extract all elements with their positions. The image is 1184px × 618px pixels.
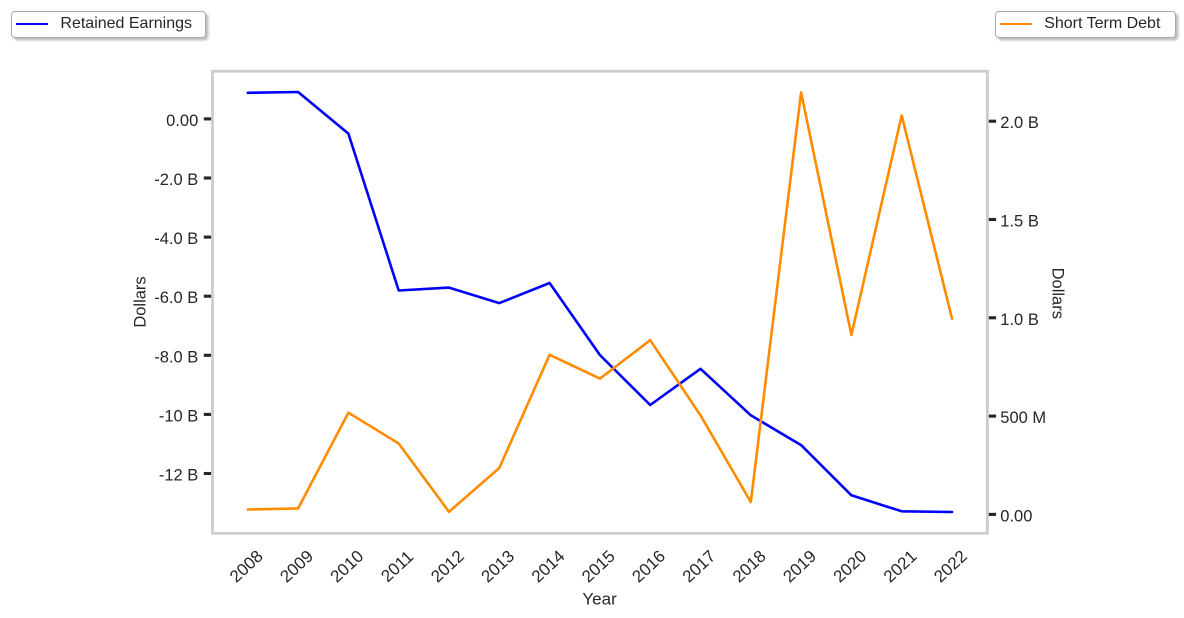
svg-text:2.0 B: 2.0 B xyxy=(1000,114,1039,132)
svg-text:2016: 2016 xyxy=(628,547,669,587)
svg-text:-10 B: -10 B xyxy=(159,407,198,425)
svg-text:2018: 2018 xyxy=(729,547,770,587)
svg-text:-6.0 B: -6.0 B xyxy=(154,289,198,307)
svg-text:500 M: 500 M xyxy=(1000,409,1046,427)
svg-text:2014: 2014 xyxy=(528,547,569,587)
svg-text:-12 B: -12 B xyxy=(159,467,198,485)
svg-text:2009: 2009 xyxy=(276,547,317,587)
svg-text:2019: 2019 xyxy=(779,547,820,587)
svg-text:0.00: 0.00 xyxy=(166,112,198,130)
svg-text:-4.0 B: -4.0 B xyxy=(154,230,198,248)
svg-text:2017: 2017 xyxy=(679,547,720,587)
svg-text:-8.0 B: -8.0 B xyxy=(154,348,198,366)
svg-text:Dollars: Dollars xyxy=(1049,268,1067,319)
svg-text:2011: 2011 xyxy=(377,547,417,586)
svg-text:2010: 2010 xyxy=(327,547,368,587)
svg-text:2008: 2008 xyxy=(226,547,267,587)
svg-text:2020: 2020 xyxy=(830,547,871,587)
svg-text:2012: 2012 xyxy=(427,547,468,587)
svg-text:2013: 2013 xyxy=(478,547,519,587)
svg-text:2015: 2015 xyxy=(578,547,619,587)
svg-text:0.00: 0.00 xyxy=(1000,507,1032,525)
svg-text:1.5 B: 1.5 B xyxy=(1000,213,1039,231)
svg-text:Dollars: Dollars xyxy=(131,276,149,327)
svg-text:Year: Year xyxy=(582,589,617,608)
svg-text:2021: 2021 xyxy=(880,547,921,587)
svg-text:1.0 B: 1.0 B xyxy=(1000,311,1039,329)
svg-text:2022: 2022 xyxy=(930,547,971,587)
svg-text:-2.0 B: -2.0 B xyxy=(154,171,198,189)
